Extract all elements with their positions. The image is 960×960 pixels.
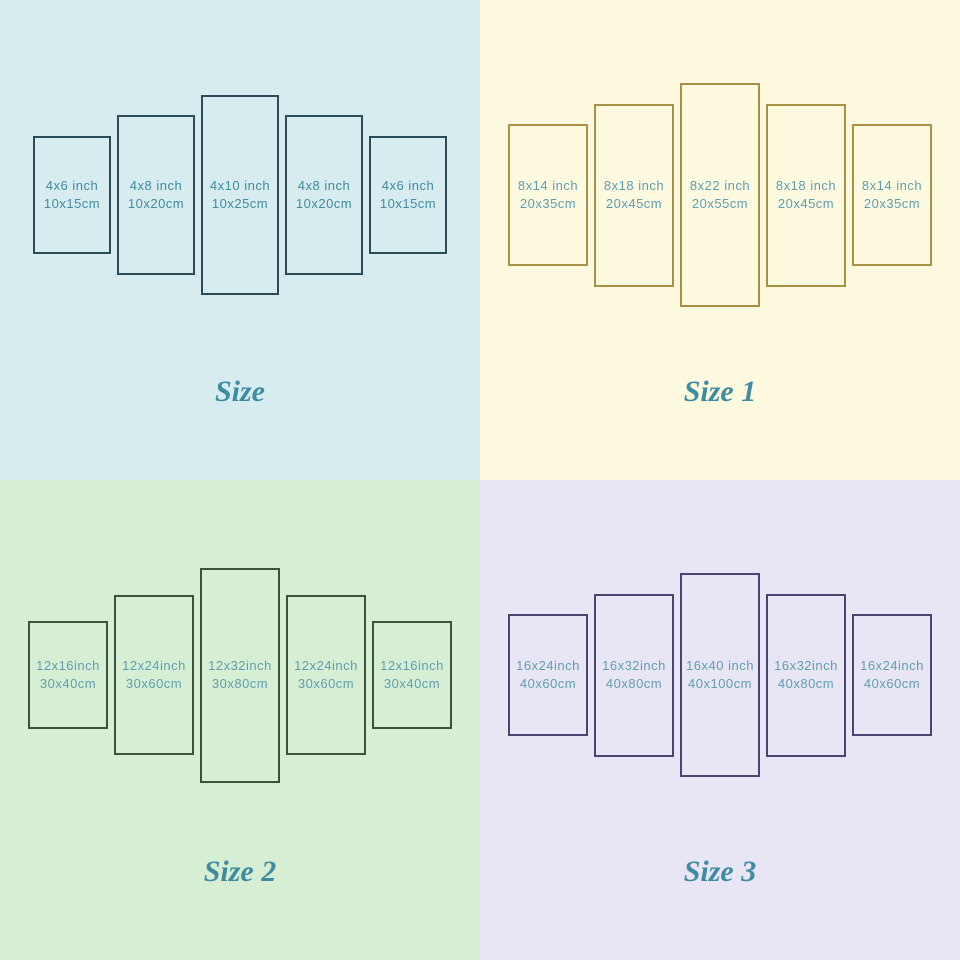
panel-cm: 40x60cm [860, 675, 924, 693]
panel-cm: 10x20cm [296, 195, 352, 213]
panel-inches: 12x24inch [294, 657, 358, 675]
panel-cm: 10x15cm [380, 195, 436, 213]
panel-inches: 12x32inch [208, 657, 272, 675]
panel-dimensions: 8x14 inch20x35cm [862, 177, 922, 213]
panel-dimensions: 16x24inch40x60cm [516, 657, 580, 693]
panel-inches: 8x18 inch [604, 177, 664, 195]
size-chart-grid: 4x6 inch10x15cm4x8 inch10x20cm4x10 inch1… [0, 0, 960, 960]
panel-dimensions: 16x24inch40x60cm [860, 657, 924, 693]
panel-dimensions: 4x6 inch10x15cm [380, 177, 436, 213]
panel-inches: 4x10 inch [210, 177, 270, 195]
panel-inches: 16x24inch [516, 657, 580, 675]
panel-cm: 20x35cm [518, 195, 578, 213]
quadrant-title: Size [215, 375, 265, 409]
panel-2: 12x32inch30x80cm [200, 568, 280, 783]
panel-inches: 4x8 inch [296, 177, 352, 195]
panel-dimensions: 8x22 inch20x55cm [690, 177, 750, 213]
panel-dimensions: 16x32inch40x80cm [774, 657, 838, 693]
panel-3: 12x24inch30x60cm [286, 595, 366, 755]
panel-dimensions: 16x32inch40x80cm [602, 657, 666, 693]
panels-container: 4x6 inch10x15cm4x8 inch10x20cm4x10 inch1… [33, 50, 447, 340]
panel-4: 4x6 inch10x15cm [369, 136, 447, 254]
panel-inches: 8x14 inch [518, 177, 578, 195]
panel-dimensions: 12x24inch30x60cm [122, 657, 186, 693]
panel-2: 4x10 inch10x25cm [201, 95, 279, 295]
panel-inches: 16x32inch [774, 657, 838, 675]
panel-cm: 20x55cm [690, 195, 750, 213]
panel-cm: 40x60cm [516, 675, 580, 693]
panel-cm: 40x100cm [686, 675, 754, 693]
panel-cm: 40x80cm [774, 675, 838, 693]
quadrant-1: 8x14 inch20x35cm8x18 inch20x45cm8x22 inc… [480, 0, 960, 480]
panel-cm: 30x40cm [380, 675, 444, 693]
panel-1: 12x24inch30x60cm [114, 595, 194, 755]
panel-0: 16x24inch40x60cm [508, 614, 588, 736]
panel-cm: 20x35cm [862, 195, 922, 213]
panel-4: 16x24inch40x60cm [852, 614, 932, 736]
panel-cm: 40x80cm [602, 675, 666, 693]
panel-1: 16x32inch40x80cm [594, 594, 674, 757]
panel-cm: 10x25cm [210, 195, 270, 213]
panel-1: 4x8 inch10x20cm [117, 115, 195, 275]
panels-container: 8x14 inch20x35cm8x18 inch20x45cm8x22 inc… [508, 50, 932, 340]
panel-inches: 4x6 inch [380, 177, 436, 195]
panel-4: 8x14 inch20x35cm [852, 124, 932, 266]
panel-cm: 30x80cm [208, 675, 272, 693]
panel-dimensions: 12x32inch30x80cm [208, 657, 272, 693]
panel-inches: 16x32inch [602, 657, 666, 675]
panel-inches: 8x22 inch [690, 177, 750, 195]
quadrant-title: Size 3 [684, 855, 757, 889]
panel-3: 4x8 inch10x20cm [285, 115, 363, 275]
panel-inches: 16x40 inch [686, 657, 754, 675]
panel-inches: 16x24inch [860, 657, 924, 675]
panel-cm: 10x15cm [44, 195, 100, 213]
panel-dimensions: 12x16inch30x40cm [36, 657, 100, 693]
quadrant-title: Size 2 [204, 855, 277, 889]
panel-inches: 4x8 inch [128, 177, 184, 195]
panel-dimensions: 16x40 inch40x100cm [686, 657, 754, 693]
panel-inches: 4x6 inch [44, 177, 100, 195]
panel-inches: 12x16inch [380, 657, 444, 675]
panel-2: 16x40 inch40x100cm [680, 573, 760, 777]
panel-2: 8x22 inch20x55cm [680, 83, 760, 307]
panels-container: 12x16inch30x40cm12x24inch30x60cm12x32inc… [28, 530, 452, 820]
panel-cm: 10x20cm [128, 195, 184, 213]
quadrant-0: 4x6 inch10x15cm4x8 inch10x20cm4x10 inch1… [0, 0, 480, 480]
panel-1: 8x18 inch20x45cm [594, 104, 674, 287]
panel-cm: 30x60cm [294, 675, 358, 693]
quadrant-3: 16x24inch40x60cm16x32inch40x80cm16x40 in… [480, 480, 960, 960]
panel-cm: 30x60cm [122, 675, 186, 693]
panel-dimensions: 4x10 inch10x25cm [210, 177, 270, 213]
panel-cm: 20x45cm [604, 195, 664, 213]
panel-cm: 30x40cm [36, 675, 100, 693]
panel-0: 4x6 inch10x15cm [33, 136, 111, 254]
panel-0: 12x16inch30x40cm [28, 621, 108, 729]
panel-inches: 8x18 inch [776, 177, 836, 195]
panel-dimensions: 12x16inch30x40cm [380, 657, 444, 693]
panel-3: 16x32inch40x80cm [766, 594, 846, 757]
panel-dimensions: 12x24inch30x60cm [294, 657, 358, 693]
panel-cm: 20x45cm [776, 195, 836, 213]
panel-dimensions: 4x6 inch10x15cm [44, 177, 100, 213]
panel-dimensions: 8x18 inch20x45cm [776, 177, 836, 213]
panel-4: 12x16inch30x40cm [372, 621, 452, 729]
quadrant-2: 12x16inch30x40cm12x24inch30x60cm12x32inc… [0, 480, 480, 960]
panel-3: 8x18 inch20x45cm [766, 104, 846, 287]
panels-container: 16x24inch40x60cm16x32inch40x80cm16x40 in… [508, 530, 932, 820]
panel-dimensions: 8x14 inch20x35cm [518, 177, 578, 213]
panel-inches: 12x16inch [36, 657, 100, 675]
panel-dimensions: 8x18 inch20x45cm [604, 177, 664, 213]
panel-0: 8x14 inch20x35cm [508, 124, 588, 266]
panel-dimensions: 4x8 inch10x20cm [128, 177, 184, 213]
panel-inches: 12x24inch [122, 657, 186, 675]
quadrant-title: Size 1 [684, 375, 757, 409]
panel-dimensions: 4x8 inch10x20cm [296, 177, 352, 213]
panel-inches: 8x14 inch [862, 177, 922, 195]
